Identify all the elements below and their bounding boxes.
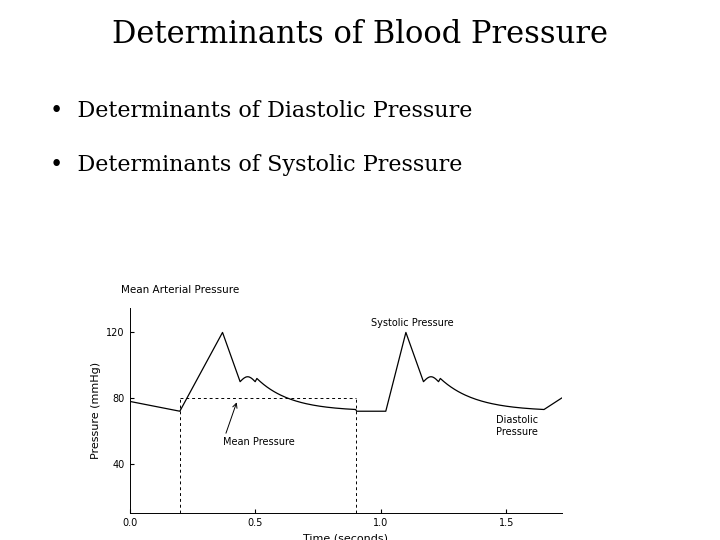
Text: •  Determinants of Diastolic Pressure: • Determinants of Diastolic Pressure (50, 100, 473, 122)
Text: Mean Arterial Pressure: Mean Arterial Pressure (121, 286, 239, 295)
Text: Diastolic
Pressure: Diastolic Pressure (496, 415, 539, 437)
X-axis label: Time (seconds): Time (seconds) (303, 534, 388, 540)
Text: •  Determinants of Systolic Pressure: • Determinants of Systolic Pressure (50, 154, 463, 176)
Y-axis label: Pressure (mmHg): Pressure (mmHg) (91, 362, 101, 459)
Text: Systolic Pressure: Systolic Pressure (371, 318, 454, 328)
Text: Mean Pressure: Mean Pressure (222, 437, 294, 448)
Text: Determinants of Blood Pressure: Determinants of Blood Pressure (112, 19, 608, 50)
